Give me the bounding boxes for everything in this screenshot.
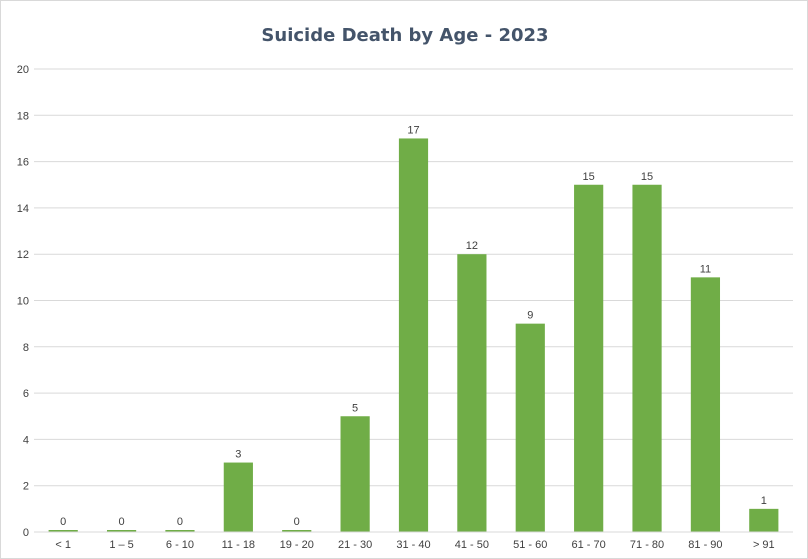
y-tick-label: 6 xyxy=(23,388,29,400)
data-label: 9 xyxy=(527,310,533,322)
data-label: 15 xyxy=(583,171,595,183)
bar xyxy=(165,530,195,532)
data-label: 17 xyxy=(407,124,419,136)
x-tick-label: 11 - 18 xyxy=(222,539,255,551)
y-tick-label: 18 xyxy=(17,110,29,122)
y-tick-label: 20 xyxy=(17,64,29,76)
x-axis-ticks: < 1 1 – 5 6 - 10 11 - 18 19 - 20 21 - 30 31 - … xyxy=(55,539,774,551)
y-tick-label: 4 xyxy=(23,434,29,446)
data-label: 12 xyxy=(466,240,478,252)
y-tick-label: 10 xyxy=(17,296,29,308)
bar xyxy=(749,508,779,532)
y-tick-label: 14 xyxy=(17,203,29,215)
bar xyxy=(574,184,604,532)
bar xyxy=(106,530,137,532)
x-tick-label: 1 – 5 xyxy=(109,539,133,551)
bar xyxy=(282,530,312,532)
x-tick-label: 41 - 50 xyxy=(455,539,489,551)
y-tick-label: 8 xyxy=(23,342,29,354)
bar xyxy=(340,416,370,532)
bar xyxy=(48,530,78,532)
x-tick-label: 19 - 20 xyxy=(280,539,314,551)
y-tick-label: 2 xyxy=(23,481,29,493)
data-label: 15 xyxy=(641,171,653,183)
data-label: 1 xyxy=(761,495,767,507)
data-label: 11 xyxy=(700,263,711,275)
bar xyxy=(632,184,662,532)
x-tick-label: > 91 xyxy=(753,539,775,551)
bar xyxy=(398,138,429,532)
data-label: 0 xyxy=(177,516,183,528)
x-tick-label: 21 - 30 xyxy=(338,539,372,551)
bar xyxy=(690,277,721,532)
bar xyxy=(515,323,545,532)
x-tick-label: 81 - 90 xyxy=(688,539,722,551)
y-tick-label: 12 xyxy=(17,249,29,261)
data-label: 0 xyxy=(294,516,300,528)
y-tick-label: 16 xyxy=(17,157,29,169)
bar xyxy=(457,254,487,532)
data-label: 5 xyxy=(352,402,358,414)
data-label: 0 xyxy=(60,516,66,528)
bar xyxy=(223,462,253,532)
x-tick-label: 71 - 80 xyxy=(630,539,664,551)
x-tick-label: < 1 xyxy=(55,539,71,551)
x-tick-label: 31 - 40 xyxy=(396,539,430,551)
x-tick-label: 61 - 70 xyxy=(572,539,606,551)
chart-title: Suicide Death by Age - 2023 xyxy=(261,25,548,46)
y-tick-label: 0 xyxy=(23,527,29,539)
bars xyxy=(48,138,779,532)
y-axis-ticks: 0 2 4 6 8 10 12 14 16 18 20 xyxy=(17,64,29,539)
x-tick-label: 51 - 60 xyxy=(513,539,547,551)
x-tick-label: 6 - 10 xyxy=(166,539,194,551)
data-label: 3 xyxy=(235,449,241,461)
data-label: 0 xyxy=(119,516,125,528)
